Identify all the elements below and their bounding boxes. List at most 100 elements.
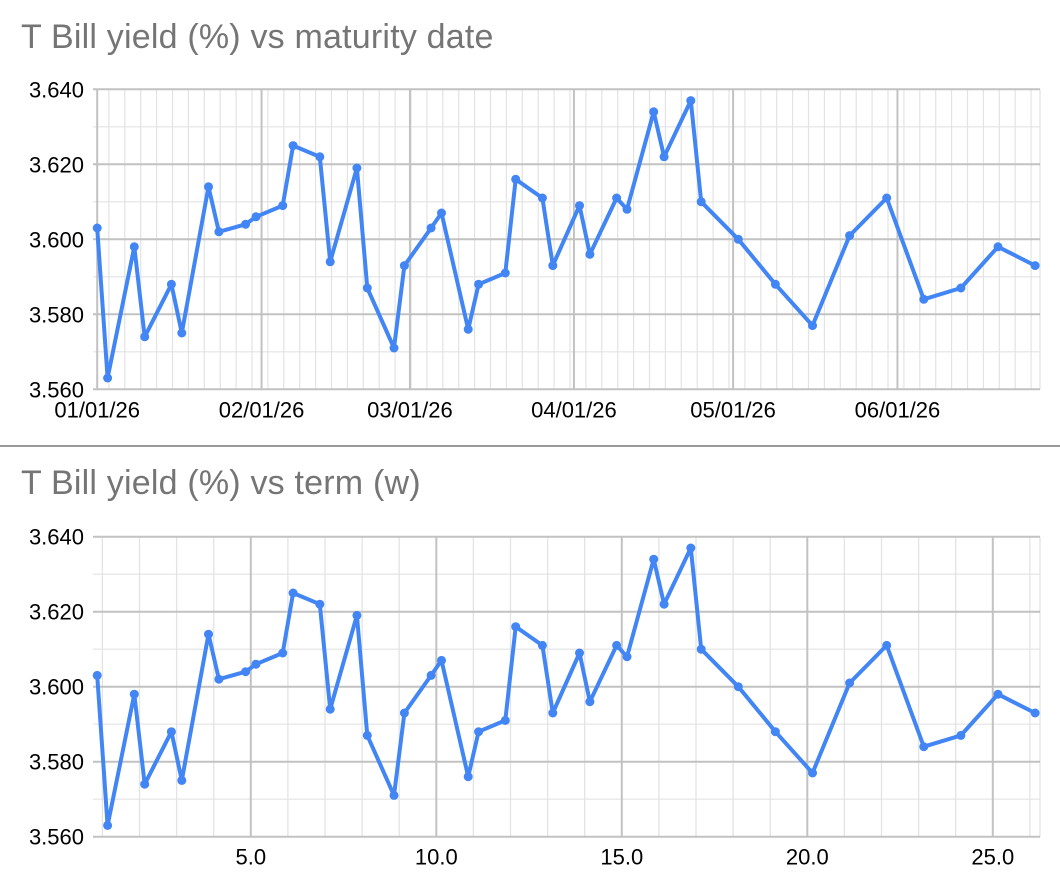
data-point-marker	[103, 820, 113, 830]
data-point-marker	[278, 648, 288, 658]
data-point-marker	[129, 242, 139, 252]
x-tick-label: 25.0	[971, 845, 1014, 870]
y-tick-label: 3.560	[29, 825, 84, 850]
data-point-marker	[1030, 261, 1040, 271]
data-point-marker	[575, 648, 584, 658]
data-point-marker	[956, 730, 966, 740]
data-point-marker	[288, 588, 298, 598]
data-point-marker	[362, 283, 372, 293]
x-tick-label: 20.0	[786, 845, 829, 870]
x-tick-label: 05/01/26	[690, 397, 776, 422]
data-point-marker	[129, 689, 139, 699]
data-point-marker	[352, 163, 362, 173]
data-point-marker	[389, 790, 399, 800]
data-point-marker	[500, 715, 510, 725]
x-tick-label: 02/01/26	[219, 397, 305, 422]
data-point-marker	[325, 704, 335, 714]
chart-title-term: T Bill yield (%) vs term (w)	[21, 464, 421, 502]
data-point-marker	[92, 223, 102, 233]
data-point-marker	[649, 107, 659, 117]
data-point-marker	[214, 674, 224, 684]
chart-title-maturity: T Bill yield (%) vs maturity date	[21, 18, 494, 56]
data-point-marker	[1030, 708, 1040, 718]
line-chart-canvas-term[interactable]: 3.560 3.580 3.600 3.620 3.640 5.0 10.0 15.0 20.0…	[0, 446, 1060, 892]
data-point-marker	[399, 708, 409, 718]
line-chart-canvas-maturity[interactable]: 3.560 3.580 3.600 3.620 3.640 01/01/26 02/01/2…	[0, 0, 1060, 446]
data-point-marker	[733, 682, 743, 692]
x-tick-label: 01/01/26	[54, 397, 140, 422]
data-point-marker	[463, 772, 473, 782]
data-point-marker	[919, 294, 929, 304]
data-point-marker	[808, 768, 817, 778]
data-point-marker	[612, 193, 622, 203]
data-point-marker	[548, 261, 558, 271]
y-tick-label: 3.580	[29, 302, 84, 327]
data-point-marker	[612, 640, 622, 650]
data-point-marker	[204, 182, 213, 192]
data-point-marker	[325, 257, 335, 267]
data-point-marker	[437, 208, 446, 218]
data-point-marker	[315, 152, 325, 162]
data-point-marker	[177, 775, 187, 785]
data-point-marker	[993, 689, 1003, 699]
data-point-marker	[537, 193, 547, 203]
data-point-marker	[426, 223, 436, 233]
data-point-marker	[993, 242, 1003, 252]
data-point-marker	[649, 554, 659, 564]
data-point-marker	[659, 599, 669, 609]
data-point-marker	[882, 640, 892, 650]
data-point-marker	[956, 283, 966, 293]
chart-block-term: T Bill yield (%) vs term (w) 3.560 3.580 3…	[0, 446, 1060, 892]
data-point-marker	[696, 644, 706, 654]
data-point-marker	[426, 670, 436, 680]
y-tick-label: 3.620	[29, 152, 84, 177]
data-point-marker	[575, 201, 584, 211]
data-point-marker	[463, 324, 473, 334]
data-point-marker	[103, 373, 113, 383]
y-tick-label: 3.600	[29, 675, 84, 700]
data-point-marker	[919, 742, 929, 752]
data-point-marker	[166, 279, 176, 289]
data-point-marker	[241, 667, 251, 677]
data-point-marker	[362, 730, 372, 740]
data-point-marker	[585, 249, 595, 259]
data-point-marker	[511, 174, 521, 184]
data-point-marker	[696, 197, 706, 207]
data-point-marker	[251, 212, 261, 222]
data-point-marker	[686, 543, 696, 553]
data-point-marker	[288, 141, 298, 151]
data-point-marker	[389, 343, 399, 353]
data-point-marker	[845, 231, 855, 241]
data-point-marker	[399, 261, 409, 271]
data-point-marker	[251, 659, 261, 669]
data-point-marker	[622, 204, 632, 214]
x-tick-label: 15.0	[600, 845, 643, 870]
data-point-marker	[214, 227, 224, 237]
data-point-marker	[437, 655, 446, 665]
x-tick-label: 10.0	[415, 845, 458, 870]
y-tick-label: 3.640	[29, 525, 84, 550]
data-point-marker	[511, 622, 521, 632]
data-point-marker	[845, 678, 855, 688]
x-tick-label: 03/01/26	[367, 397, 453, 422]
y-tick-label: 3.600	[29, 227, 84, 252]
y-tick-label: 3.640	[29, 77, 84, 102]
data-point-marker	[474, 727, 484, 737]
data-point-marker	[548, 708, 558, 718]
x-tick-label: 04/01/26	[531, 397, 617, 422]
data-point-marker	[733, 234, 743, 244]
x-tick-label: 06/01/26	[855, 397, 941, 422]
data-point-marker	[204, 629, 213, 639]
data-point-marker	[92, 670, 102, 680]
data-point-marker	[622, 652, 632, 662]
data-point-marker	[166, 727, 176, 737]
data-point-marker	[140, 332, 150, 342]
data-point-marker	[585, 697, 595, 707]
data-point-marker	[770, 279, 780, 289]
data-point-marker	[474, 279, 484, 289]
data-point-marker	[278, 201, 288, 211]
x-tick-label: 5.0	[236, 845, 267, 870]
data-point-marker	[537, 640, 547, 650]
y-tick-label: 3.580	[29, 750, 84, 775]
y-tick-label: 3.620	[29, 600, 84, 625]
